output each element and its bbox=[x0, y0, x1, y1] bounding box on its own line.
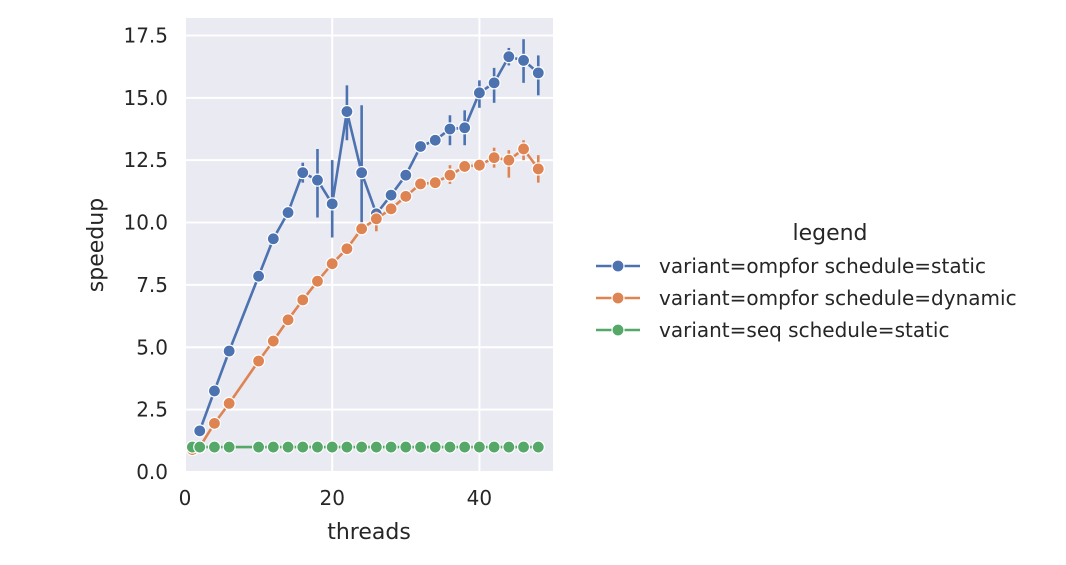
data-point bbox=[443, 122, 457, 136]
data-point bbox=[193, 440, 207, 454]
legend-label: variant=ompfor schedule=static bbox=[659, 254, 986, 278]
data-point bbox=[487, 440, 501, 454]
data-point bbox=[340, 104, 354, 119]
data-point bbox=[325, 257, 339, 271]
legend-marker bbox=[611, 323, 625, 337]
data-point bbox=[340, 440, 354, 454]
data-point bbox=[355, 440, 369, 454]
data-point bbox=[472, 440, 486, 454]
series-3 bbox=[185, 440, 545, 454]
data-point bbox=[369, 212, 383, 226]
data-point bbox=[399, 189, 413, 203]
data-point bbox=[428, 176, 442, 190]
data-point bbox=[355, 166, 369, 180]
data-point bbox=[384, 188, 398, 202]
data-point bbox=[502, 440, 516, 454]
data-point bbox=[516, 53, 531, 68]
data-point bbox=[384, 202, 398, 216]
x-tick-label: 0 bbox=[179, 486, 192, 510]
legend: legend variant=ompfor schedule=staticvar… bbox=[596, 221, 1017, 342]
data-point bbox=[281, 205, 295, 220]
legend-entry: variant=ompfor schedule=static bbox=[596, 254, 986, 278]
y-tick-label: 10.0 bbox=[123, 211, 168, 235]
x-tick-label: 20 bbox=[319, 486, 344, 510]
data-point bbox=[325, 197, 339, 211]
data-point bbox=[399, 440, 413, 454]
data-point bbox=[487, 76, 501, 90]
series-layer bbox=[185, 39, 545, 457]
y-tick-label: 7.5 bbox=[136, 273, 168, 297]
legend-marker bbox=[611, 291, 625, 305]
data-point bbox=[252, 269, 266, 283]
data-point bbox=[516, 142, 531, 156]
data-point bbox=[207, 440, 222, 454]
data-point bbox=[502, 153, 516, 167]
data-point bbox=[516, 440, 531, 454]
data-point bbox=[266, 232, 280, 246]
data-point bbox=[413, 177, 428, 191]
data-point bbox=[443, 168, 457, 182]
data-point bbox=[428, 133, 442, 147]
data-point bbox=[266, 334, 280, 348]
y-tick-label: 15.0 bbox=[123, 86, 168, 110]
data-point bbox=[281, 313, 295, 327]
x-tick-label: 40 bbox=[467, 486, 492, 510]
data-point bbox=[458, 159, 472, 174]
tick-labels: 0 20 40 0.0 2.5 5.0 7.5 10.0 12.5 15.0 17.5 bbox=[123, 23, 492, 510]
data-point bbox=[369, 440, 383, 454]
data-point bbox=[296, 440, 310, 454]
data-point bbox=[310, 440, 325, 454]
data-point bbox=[207, 384, 222, 398]
data-point bbox=[252, 440, 266, 454]
data-point bbox=[413, 139, 428, 154]
series-2 bbox=[185, 140, 545, 457]
data-point bbox=[340, 242, 354, 256]
data-point bbox=[531, 162, 545, 176]
data-point bbox=[458, 121, 472, 135]
data-point bbox=[325, 440, 339, 454]
data-point bbox=[310, 274, 325, 288]
series-1 bbox=[193, 39, 545, 438]
data-point bbox=[428, 440, 442, 454]
data-point bbox=[310, 173, 325, 187]
data-point bbox=[296, 293, 310, 307]
data-point bbox=[531, 66, 545, 80]
data-point bbox=[222, 344, 236, 358]
legend-marker bbox=[611, 259, 625, 273]
y-tick-label: 0.0 bbox=[136, 460, 168, 484]
y-axis-title: speedup bbox=[84, 198, 109, 292]
legend-entry: variant=ompfor schedule=dynamic bbox=[596, 286, 1017, 310]
data-point bbox=[458, 440, 472, 454]
data-point bbox=[384, 440, 398, 454]
y-tick-label: 2.5 bbox=[136, 398, 168, 422]
data-point bbox=[252, 354, 266, 368]
data-point bbox=[443, 440, 457, 454]
data-point bbox=[207, 416, 222, 430]
legend-entry: variant=seq schedule=static bbox=[596, 318, 949, 342]
data-point bbox=[355, 222, 369, 236]
legend-title: legend bbox=[792, 221, 867, 246]
legend-label: variant=seq schedule=static bbox=[659, 318, 949, 342]
y-tick-label: 5.0 bbox=[136, 335, 168, 359]
data-point bbox=[472, 86, 486, 100]
data-point bbox=[222, 440, 236, 454]
data-point bbox=[502, 50, 516, 64]
legend-label: variant=ompfor schedule=dynamic bbox=[659, 286, 1017, 310]
data-point bbox=[281, 440, 295, 454]
data-point bbox=[472, 158, 486, 172]
x-axis-title: threads bbox=[327, 520, 411, 545]
data-point bbox=[266, 440, 280, 454]
data-point bbox=[296, 166, 310, 180]
data-point bbox=[487, 151, 501, 165]
y-tick-label: 17.5 bbox=[123, 23, 168, 47]
legend-entries: variant=ompfor schedule=static variant=om… bbox=[596, 254, 1017, 342]
data-point bbox=[193, 424, 207, 438]
data-point bbox=[413, 440, 428, 454]
data-point bbox=[222, 396, 236, 411]
plot-background bbox=[185, 18, 553, 472]
data-point bbox=[399, 168, 413, 182]
data-point bbox=[531, 440, 545, 454]
y-tick-label: 12.5 bbox=[123, 148, 168, 172]
